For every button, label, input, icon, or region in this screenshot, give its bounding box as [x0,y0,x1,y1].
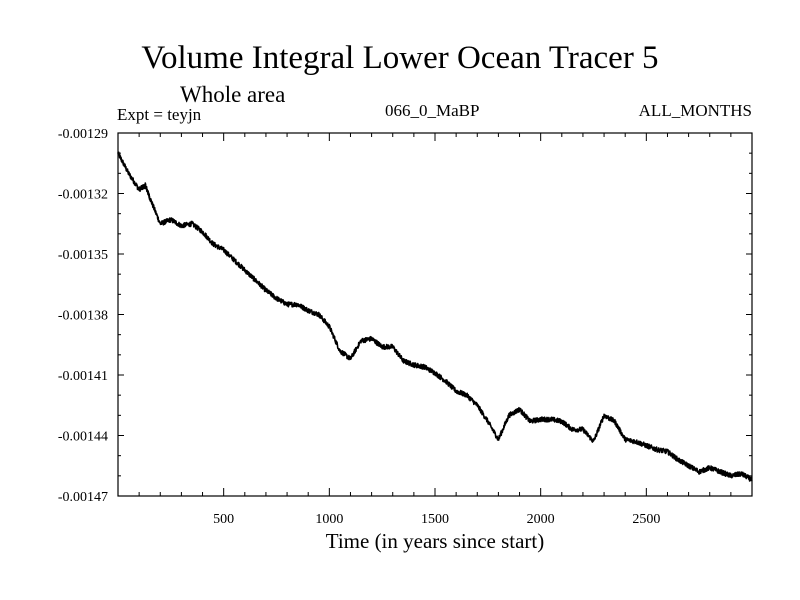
y-tick-label: -0.00135 [58,248,108,263]
y-tick-label: -0.00132 [58,188,108,203]
y-tick-label: -0.00147 [58,490,108,505]
data-series-line [117,151,753,482]
y-tick-label: -0.00129 [58,127,108,142]
plot-frame [117,132,753,497]
x-tick-label: 1000 [315,512,343,527]
experiment-label: Expt = teyjn [117,105,202,124]
x-tick-label: 500 [213,512,234,527]
x-tick-label: 2000 [527,512,555,527]
x-axis-label: Time (in years since start) [325,529,545,553]
y-tick-label: -0.00141 [58,369,108,384]
chart-title: Volume Integral Lower Ocean Tracer 5 [141,40,659,76]
months-label: ALL_MONTHS [638,101,752,120]
y-tick-label: -0.00138 [58,309,108,324]
y-tick-label: -0.00144 [58,430,108,445]
x-tick-label: 2500 [632,512,660,527]
axis-ticks [118,132,752,497]
x-tick-label: 1500 [421,512,449,527]
axis-tick-labels: -0.00129 -0.00132 -0.00135 -0.00138 -0.00141… [58,127,661,527]
chart-subtitle: Whole area [180,82,286,107]
period-label: 066_0_MaBP [385,101,480,120]
